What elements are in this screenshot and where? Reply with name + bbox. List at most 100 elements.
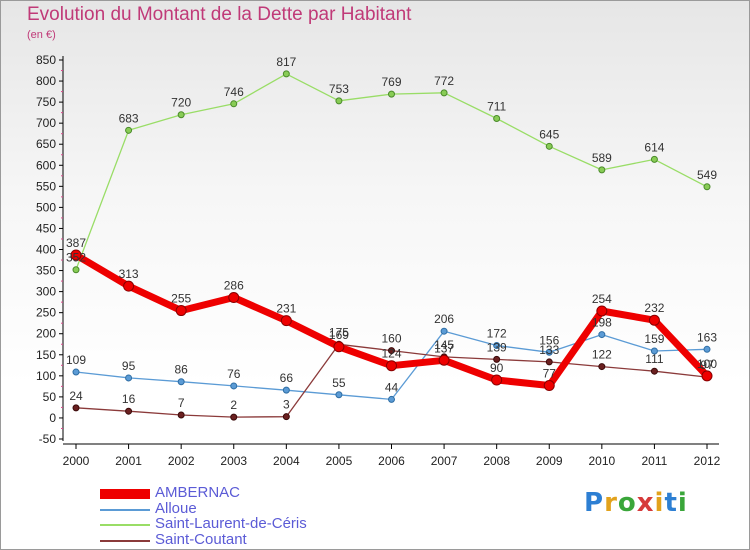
data-label-saint-laurent-de-ceris: 614 [644, 140, 664, 154]
data-point-alloue [650, 347, 658, 355]
data-label-saint-laurent-de-ceris: 817 [276, 55, 296, 69]
data-label-ambernac: 254 [592, 292, 612, 306]
data-point-saint-laurent-de-ceris [388, 90, 395, 98]
data-label-alloue: 95 [122, 359, 136, 373]
data-point-ambernac [386, 360, 397, 372]
y-tick-label: 750 [36, 95, 56, 109]
y-tick-label: 700 [36, 116, 56, 130]
data-point-saint-coutant [282, 413, 290, 421]
data-label-ambernac: 100 [697, 357, 717, 371]
x-tick-label: 2005 [326, 454, 353, 468]
chart-title: Evolution du Montant de la Dette par Hab… [27, 4, 412, 25]
y-tick-label: 400 [36, 243, 56, 257]
data-label-saint-coutant: 133 [539, 343, 559, 357]
data-point-saint-laurent-de-ceris [440, 89, 448, 97]
data-point-ambernac [438, 354, 450, 366]
data-label-alloue: 86 [174, 363, 188, 377]
data-label-saint-laurent-de-ceris: 711 [487, 100, 506, 114]
data-label-saint-coutant: 111 [645, 352, 664, 366]
data-point-ambernac [596, 305, 608, 317]
x-tick-label: 2010 [588, 454, 615, 468]
data-point-saint-coutant [125, 407, 133, 415]
legend-label: AMBERNAC [155, 484, 241, 501]
data-label-alloue: 206 [434, 312, 454, 326]
legend-swatch [100, 524, 150, 526]
y-tick-label: 650 [36, 137, 56, 151]
data-point-ambernac [70, 249, 82, 261]
data-point-ambernac [491, 374, 503, 386]
data-label-saint-laurent-de-ceris: 549 [697, 168, 717, 182]
data-point-saint-laurent-de-ceris [177, 111, 185, 119]
data-point-alloue [493, 342, 501, 350]
x-tick-label: 2011 [642, 454, 668, 468]
legend-label: Saint-Coutant [155, 530, 247, 548]
data-label-ambernac: 387 [66, 236, 86, 250]
y-tick-label: 0 [49, 411, 56, 425]
y-tick-label: 800 [36, 74, 56, 88]
logo-letter: t [664, 488, 678, 518]
chart-unit: (en €) [27, 29, 56, 41]
y-tick-label: 350 [36, 264, 56, 278]
data-point-ambernac [280, 315, 292, 327]
data-label-ambernac: 286 [224, 279, 244, 293]
data-label-alloue: 159 [644, 332, 664, 346]
data-point-ambernac [333, 341, 345, 353]
logo-letter: o [617, 488, 637, 518]
data-point-alloue [230, 382, 238, 390]
y-tick-label: 50 [43, 390, 57, 404]
data-label-saint-laurent-de-ceris: 720 [171, 96, 191, 110]
data-point-alloue [598, 331, 606, 339]
data-point-saint-coutant [230, 413, 238, 421]
data-label-alloue: 198 [592, 316, 612, 330]
data-label-saint-coutant: 139 [487, 340, 507, 354]
data-label-saint-coutant: 2 [230, 398, 237, 412]
proxiti-logo: Proxiti [584, 488, 688, 518]
data-label-ambernac: 255 [171, 292, 191, 306]
logo-letter: i [654, 488, 665, 518]
data-point-saint-laurent-de-ceris [282, 70, 290, 78]
data-label-saint-laurent-de-ceris: 683 [119, 111, 139, 125]
data-label-ambernac: 169 [329, 328, 349, 342]
data-label-saint-laurent-de-ceris: 589 [592, 151, 612, 165]
x-tick-label: 2012 [694, 454, 721, 468]
data-label-alloue: 55 [332, 376, 346, 390]
data-point-saint-coutant [598, 363, 606, 371]
x-tick-label: 2004 [273, 454, 300, 468]
data-point-saint-coutant [72, 404, 80, 412]
data-label-saint-coutant: 16 [122, 392, 136, 406]
x-tick-label: 2006 [378, 454, 405, 468]
data-label-ambernac: 137 [434, 341, 454, 355]
x-tick-label: 2000 [63, 454, 90, 468]
data-label-alloue: 44 [385, 380, 399, 394]
data-point-saint-coutant [545, 358, 553, 366]
y-tick-label: -50 [39, 432, 57, 446]
legend-label: Alloue [155, 499, 197, 517]
data-point-saint-coutant [493, 355, 501, 363]
data-point-saint-laurent-de-ceris [72, 266, 80, 274]
logo-letter: x [636, 488, 655, 518]
data-label-ambernac: 77 [543, 367, 557, 381]
x-tick-label: 2007 [431, 454, 458, 468]
data-point-saint-laurent-de-ceris [493, 115, 501, 123]
data-point-saint-laurent-de-ceris [545, 142, 553, 150]
data-label-saint-coutant: 7 [178, 396, 185, 410]
data-label-saint-coutant: 24 [69, 389, 83, 403]
y-tick-label: 200 [36, 327, 56, 341]
data-label-saint-laurent-de-ceris: 746 [224, 85, 244, 99]
data-point-ambernac [701, 370, 713, 382]
logo-letter: i [677, 488, 688, 518]
data-label-alloue: 109 [66, 353, 86, 367]
data-label-alloue: 66 [280, 371, 294, 385]
logo-letter: r [604, 488, 618, 518]
y-tick-label: 100 [36, 369, 56, 383]
data-point-saint-laurent-de-ceris [230, 100, 238, 108]
data-label-alloue: 156 [539, 333, 559, 347]
legend-swatch [100, 508, 150, 511]
data-label-saint-coutant: 160 [381, 332, 401, 346]
data-point-alloue [282, 386, 290, 394]
legend-swatch [100, 539, 150, 542]
data-label-saint-laurent-de-ceris: 645 [539, 127, 559, 141]
y-tick-label: 450 [36, 221, 56, 235]
x-tick-label: 2008 [483, 454, 510, 468]
